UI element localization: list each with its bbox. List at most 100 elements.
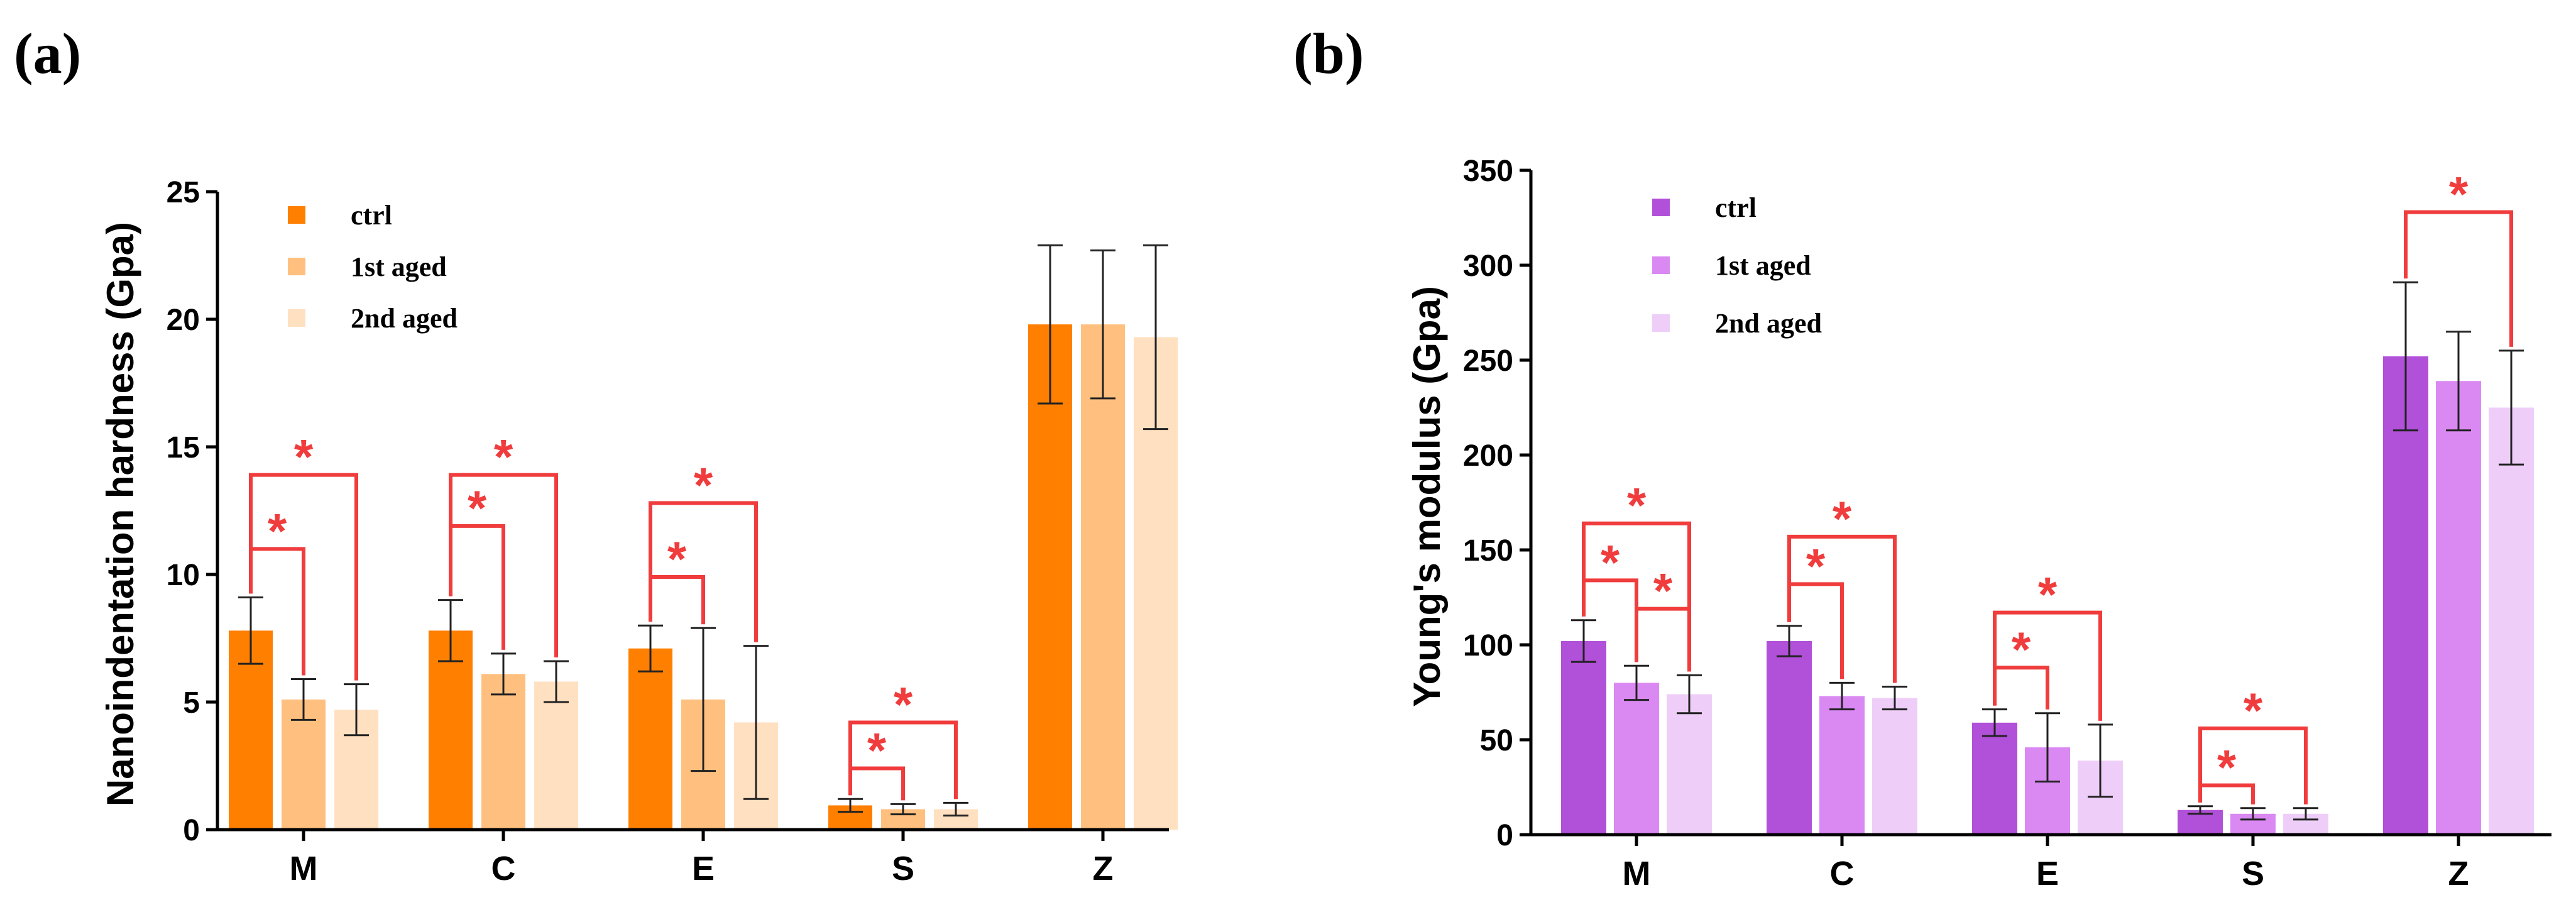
legend-item-2nd-aged: 2nd aged <box>1652 308 1822 339</box>
y-tick-label: 15 <box>167 431 200 464</box>
legend-item-1st-aged: 1st aged <box>1652 250 1811 281</box>
y-tick-label: 150 <box>1463 534 1513 568</box>
y-tick-label: 50 <box>1480 724 1513 757</box>
legend-swatch <box>1652 314 1670 332</box>
significance-star: * <box>1653 563 1673 618</box>
legend-item-ctrl: ctrl <box>1652 192 1757 223</box>
significance-bracket-line <box>449 473 558 658</box>
significance-bracket-line <box>1635 607 1691 672</box>
y-tick-label: 20 <box>167 304 200 337</box>
error-bar-C-1st-aged <box>491 652 516 696</box>
bar-C-2nd-aged <box>1872 698 1917 835</box>
error-bar-S-ctrl <box>2188 805 2213 815</box>
significance-bracket: * <box>1787 491 1897 683</box>
bar-Z-1st-aged <box>1081 324 1125 830</box>
significance-bracket-line <box>1582 521 1691 672</box>
significance-bracket: * <box>2198 739 2255 804</box>
significance-star: * <box>867 723 887 778</box>
y-tick-label: 250 <box>1463 344 1513 378</box>
significance-bracket: * <box>2198 683 2308 804</box>
significance-bracket-line <box>2198 726 2308 804</box>
significance-star: * <box>1601 534 1620 590</box>
error-bar-S-2nd-aged <box>943 801 968 817</box>
error-bar-Z-2nd-aged <box>2499 349 2524 466</box>
error-bar-Z-2nd-aged <box>1143 244 1168 431</box>
legend-swatch <box>288 258 305 275</box>
significance-bracket: * <box>1993 567 2102 721</box>
error-bar-M-ctrl <box>238 596 263 665</box>
legend-label: ctrl <box>351 200 392 231</box>
y-tick-label: 300 <box>1463 250 1513 283</box>
significance-bracket-line <box>2404 210 2513 347</box>
significance-star: * <box>894 676 913 732</box>
significance-bracket-line <box>848 720 958 799</box>
legend-swatch <box>288 206 305 224</box>
error-bar-Z-1st-aged <box>1090 249 1115 400</box>
panel-a: (a) Nanoindentation hardness (Gpa) 0 5 10 1… <box>14 21 1178 887</box>
significance-star: * <box>268 503 287 558</box>
legend-label: 2nd aged <box>1715 308 1822 339</box>
x-tick-label-E: E <box>692 850 715 887</box>
legend-swatch <box>1652 256 1670 274</box>
significance-bracket: * <box>848 723 905 801</box>
significance-bracket: * <box>2404 166 2513 347</box>
significance-star: * <box>468 480 487 535</box>
legend-item-1st-aged: 1st aged <box>288 251 447 282</box>
significance-bracket: * <box>848 676 958 799</box>
error-bar-E-2nd-aged <box>743 645 769 800</box>
bar-C-1st-aged <box>481 674 525 830</box>
panel-a-label: (a) <box>14 21 81 85</box>
significance-bracket: * <box>249 429 358 681</box>
error-bar-M-2nd-aged <box>344 683 369 737</box>
significance-star: * <box>294 429 314 485</box>
y-tick-label: 5 <box>183 686 200 720</box>
error-bar-E-ctrl <box>1982 708 2007 737</box>
error-bar-E-2nd-aged <box>2088 723 2113 798</box>
error-bar-E-1st-aged <box>691 627 716 772</box>
y-tick-label: 25 <box>167 176 200 209</box>
bar-M-1st-aged <box>1614 683 1659 835</box>
error-bar-Z-ctrl <box>2393 281 2418 432</box>
error-bar-Z-ctrl <box>1038 244 1063 405</box>
bar-C-2nd-aged <box>534 681 578 830</box>
bar-M-ctrl <box>1561 640 1606 835</box>
error-bar-S-2nd-aged <box>2293 807 2318 821</box>
bar-Z-2nd-aged <box>2489 407 2534 835</box>
significance-star: * <box>2217 739 2237 794</box>
significance-bracket: * <box>649 531 705 625</box>
error-bar-C-ctrl <box>438 599 463 662</box>
significance-star: * <box>2244 683 2263 738</box>
y-tick-label: 10 <box>167 559 200 592</box>
bar-E-ctrl <box>1972 722 2017 835</box>
legend-item-2nd-aged: 2nd aged <box>288 303 458 334</box>
error-bar-C-ctrl <box>1777 625 1802 657</box>
y-tick-label: 200 <box>1463 439 1513 473</box>
panel-b-y-axis-label: Young's modulus (Gpa) <box>1406 286 1448 707</box>
significance-bracket: * <box>449 429 558 658</box>
error-bar-C-2nd-aged <box>1882 685 1907 711</box>
legend-label: 1st aged <box>1715 250 1811 281</box>
significance-star: * <box>1627 478 1647 533</box>
error-bar-C-1st-aged <box>1829 681 1855 711</box>
x-tick-label-C: C <box>1830 855 1855 892</box>
significance-star: * <box>2449 166 2469 221</box>
bar-Z-ctrl <box>1028 324 1072 830</box>
x-tick-label-E: E <box>2036 855 2059 892</box>
legend-label: 2nd aged <box>351 303 458 334</box>
significance-star: * <box>694 457 713 512</box>
error-bar-M-1st-aged <box>1624 664 1649 701</box>
x-tick-label-Z: Z <box>2448 855 2469 892</box>
significance-star: * <box>2038 567 2058 622</box>
error-bar-E-1st-aged <box>2035 712 2060 782</box>
significance-bracket-line <box>1787 534 1897 683</box>
panel-a-y-axis-label: Nanoindentation hardness (Gpa) <box>99 222 141 806</box>
bar-M-1st-aged <box>282 699 326 830</box>
legend-swatch <box>288 309 305 327</box>
y-tick-label: 100 <box>1463 629 1513 662</box>
error-bar-M-1st-aged <box>291 678 316 721</box>
x-tick-label-M: M <box>290 850 318 887</box>
bar-Z-1st-aged <box>2436 381 2481 835</box>
y-tick-label: 350 <box>1463 155 1513 188</box>
